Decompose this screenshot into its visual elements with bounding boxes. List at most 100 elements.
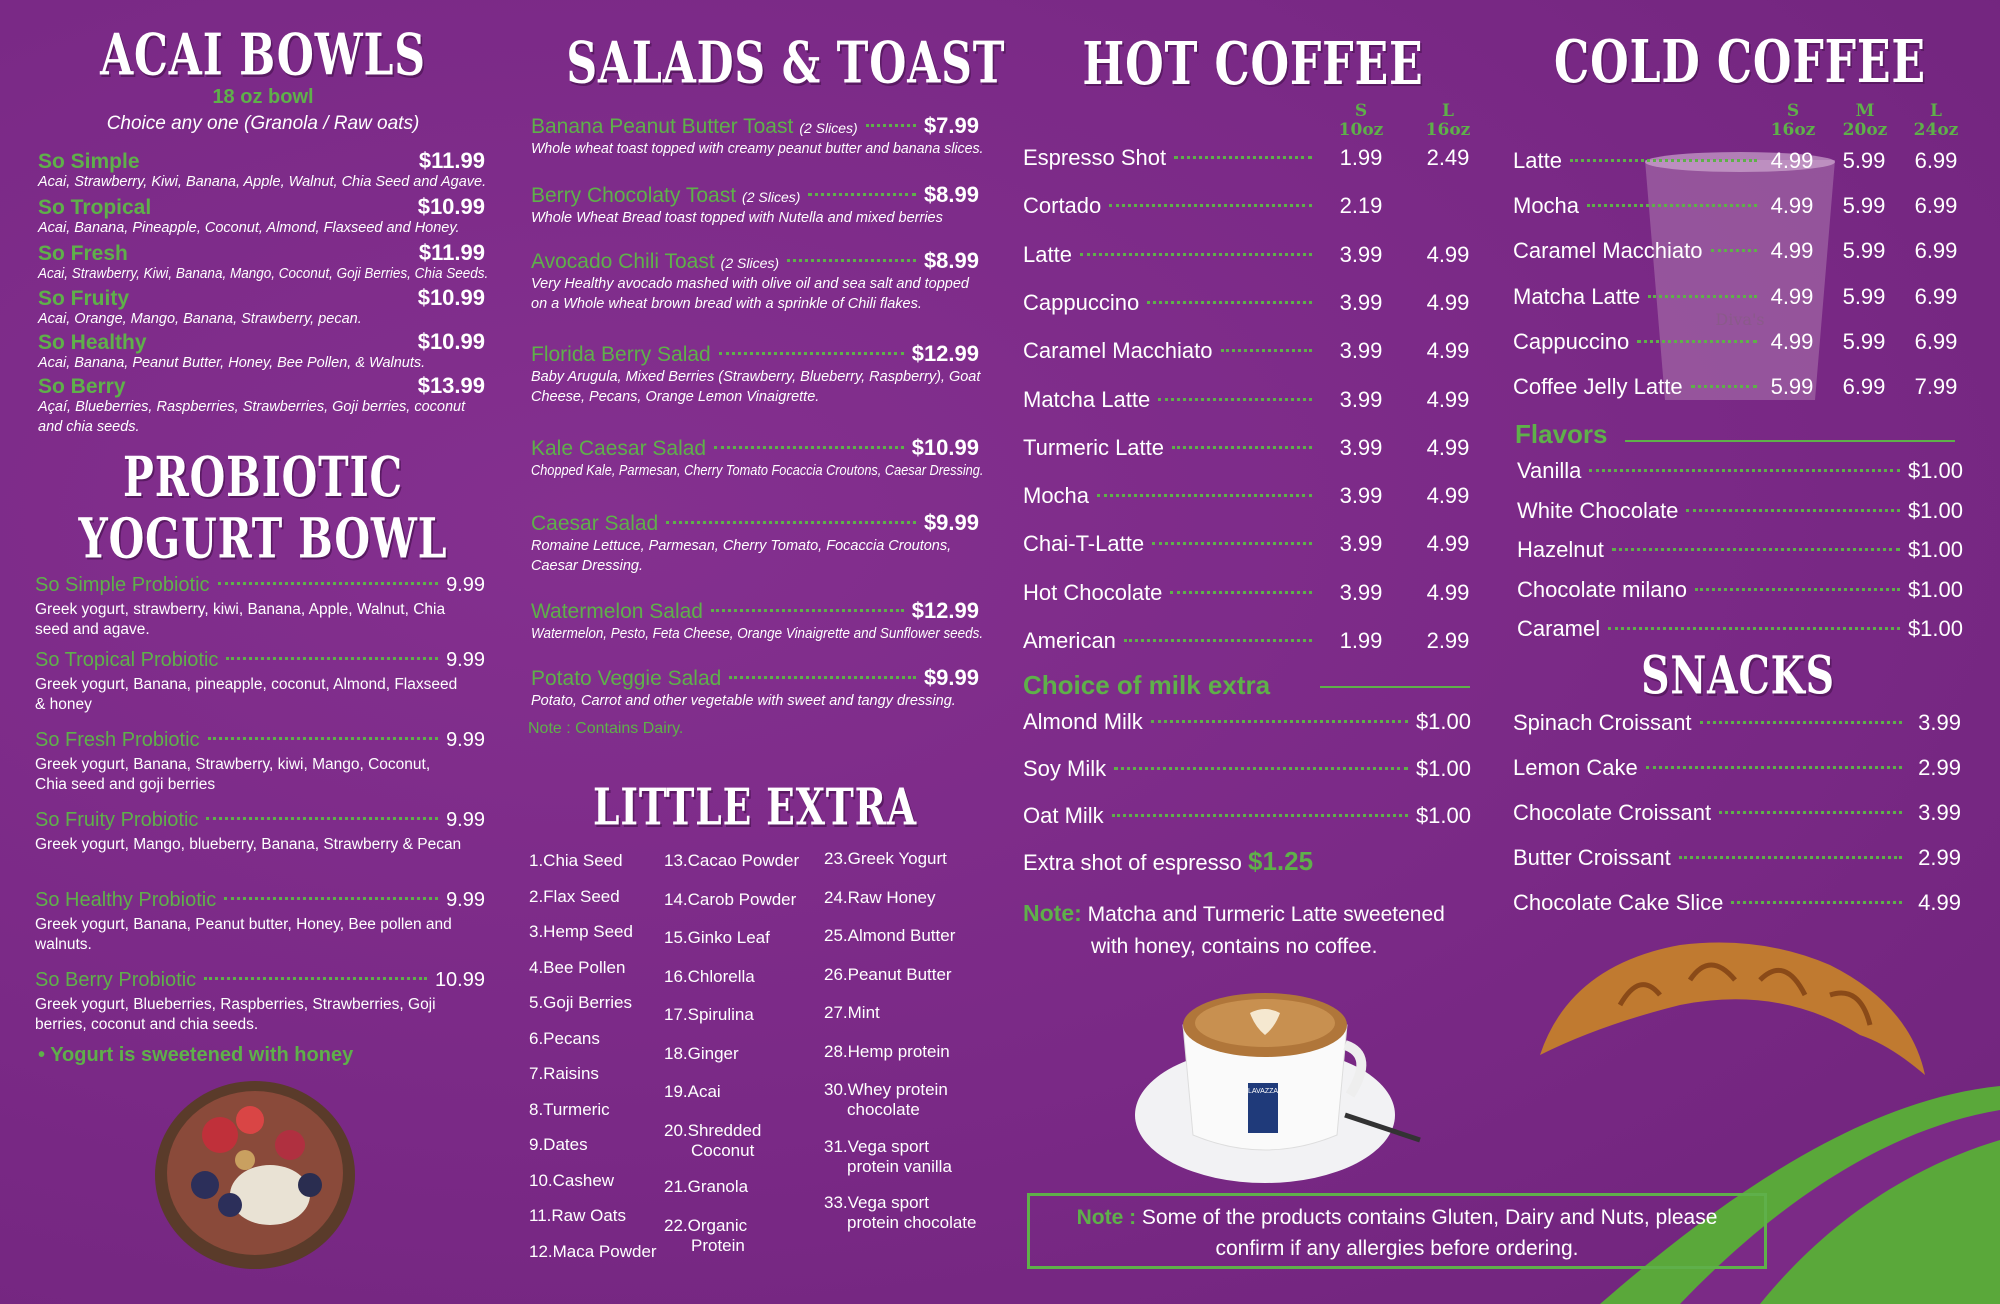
- leader-dots: [1220, 349, 1312, 353]
- leader-dots: [710, 609, 904, 612]
- cold-coffee-item: Latte 4.99 5.99 6.99: [1513, 148, 1969, 174]
- milk-price: $1.00: [1415, 756, 1471, 781]
- cold-coffee-title: COLD COFFEE: [1554, 25, 1926, 97]
- probiotic-item-price: 9.99: [446, 649, 485, 671]
- hot-item-price-small: 3.99: [1339, 579, 1383, 605]
- acai-item: So Berry $13.99: [38, 373, 485, 399]
- leader-dots: [1690, 385, 1757, 388]
- salad-item: Berry Chocolaty Toast (2 Slices) $8.99: [531, 182, 979, 208]
- hot-item-price-small: 1.99: [1339, 145, 1383, 170]
- salad-item-price: $12.99: [911, 598, 979, 623]
- hot-item-name: Hot Chocolate: [1023, 579, 1163, 605]
- leader-dots: [226, 657, 439, 660]
- extra-item: 8.Turmeric: [529, 1099, 610, 1119]
- cold-item-name: Matcha Latte: [1513, 283, 1641, 309]
- hot-coffee-item: Espresso Shot 1.99 2.49: [1023, 145, 1483, 171]
- hot-item-price-small: 1.99: [1339, 628, 1383, 653]
- leader-dots: [1710, 249, 1757, 253]
- flavor-item: Caramel $1.00: [1517, 616, 1963, 642]
- hot-item-name: Espresso Shot: [1023, 145, 1167, 170]
- salad-item-qty: (2 Slices): [742, 189, 801, 205]
- snack-price: 3.99: [1918, 800, 1961, 825]
- probiotic-title-line1: PROBIOTIC: [123, 444, 403, 510]
- allergy-note-line2: confirm if any allergies before ordering…: [1215, 1237, 1579, 1260]
- salad-item: Florida Berry Salad $12.99: [531, 341, 979, 367]
- hot-coffee-item: Cortado 2.19: [1023, 193, 1483, 219]
- acai-subtitle: 18 oz bowl: [212, 86, 314, 108]
- salad-item: Kale Caesar Salad $10.99: [531, 435, 979, 461]
- acai-choice: Choice any one (Granola / Raw oats): [106, 113, 420, 134]
- milk-item: Almond Milk $1.00: [1023, 709, 1471, 735]
- flavor-item: Chocolate milano $1.00: [1517, 577, 1963, 603]
- acai-item-description: Acai, Strawberry, Kiwi, Banana, Mango, C…: [38, 266, 489, 282]
- snack-price: 2.99: [1918, 845, 1961, 870]
- leader-dots: [1079, 252, 1312, 256]
- hot-item-price-large: 4.99: [1426, 434, 1470, 460]
- snack-name: Lemon Cake: [1513, 755, 1638, 780]
- leader-dots: [1731, 901, 1903, 904]
- leader-dots: [808, 193, 916, 196]
- cold-item-name: Mocha: [1513, 193, 1580, 219]
- probiotic-item-description: Greek yogurt, Mango, blueberry, Banana, …: [35, 836, 462, 853]
- acai-item-price: $13.99: [417, 373, 485, 398]
- extra-item: 31.Vega sport protein vanilla: [824, 1137, 952, 1177]
- extra-item: 5.Goji Berries: [529, 993, 632, 1012]
- extras-title: LITTLE EXTRA: [593, 777, 917, 837]
- salad-item-name: Berry Chocolaty Toast: [531, 184, 737, 207]
- cold-item-name: Coffee Jelly Latte: [1513, 374, 1683, 399]
- milk-price: $1.00: [1415, 709, 1471, 734]
- size-oz: 20oz: [1842, 120, 1888, 140]
- leader-dots: [206, 817, 439, 820]
- size-oz: 24oz: [1913, 120, 1959, 140]
- acai-item-description: Açaí, Blueberries, Raspberries, Strawber…: [38, 399, 466, 435]
- leader-dots: [1719, 811, 1903, 814]
- acai-item-price: $10.99: [417, 329, 485, 354]
- extra-item: 2.Flax Seed: [529, 886, 620, 906]
- green-swoosh-decoration: [1600, 1086, 2000, 1304]
- salad-item-description: Baby Arugula, Mixed Berries (Strawberry,…: [531, 369, 981, 405]
- hot-coffee-item: Caramel Macchiato 3.99 4.99: [1023, 338, 1483, 364]
- salad-item-qty: (2 Slices): [799, 120, 858, 136]
- acai-item-name: So Fruity: [38, 287, 130, 310]
- salad-item-name: Avocado Chili Toast: [531, 250, 715, 273]
- flavor-price: $1.00: [1907, 616, 1963, 641]
- hot-coffee-title: HOT COFFEE: [1082, 27, 1424, 99]
- salad-item-price: $9.99: [923, 665, 979, 690]
- leader-dots: [718, 352, 904, 355]
- flavor-item: Vanilla $1.00: [1517, 458, 1963, 484]
- probiotic-item-price: 10.99: [434, 969, 485, 991]
- probiotic-item-name: So Healthy Probiotic: [35, 889, 217, 911]
- hot-item-price-large: 4.99: [1426, 289, 1470, 315]
- hot-item-price-small: 3.99: [1339, 338, 1383, 364]
- hot-coffee-item: Hot Chocolate 3.99 4.99: [1023, 580, 1483, 606]
- acai-item: So Fruity $10.99: [38, 285, 485, 311]
- salad-item-price: $8.99: [923, 182, 979, 207]
- acai-item-name: So Healthy: [38, 331, 147, 354]
- leader-dots: [1587, 204, 1757, 208]
- hot-item-price-small: 3.99: [1339, 241, 1383, 267]
- leader-dots: [1123, 639, 1312, 642]
- acai-item-price: $10.99: [417, 285, 485, 310]
- probiotic-item: So Healthy Probiotic 9.99: [35, 889, 485, 912]
- salad-item-name: Caesar Salad: [531, 512, 659, 535]
- extra-item-line: 30.Whey protein: [824, 1080, 948, 1099]
- size-header: S 10oz: [1326, 102, 1396, 140]
- snack-name: Spinach Croissant: [1513, 710, 1692, 735]
- acai-item-description: Acai, Orange, Mango, Banana, Strawberry,…: [38, 311, 362, 327]
- snacks-title: SNACKS: [1641, 645, 1835, 707]
- salad-item: Potato Veggie Salad $9.99: [531, 665, 979, 691]
- probiotic-item-name: So Fruity Probiotic: [35, 809, 199, 831]
- extra-item: 20.Shredded Coconut: [664, 1121, 761, 1161]
- probiotic-item-name: So Fresh Probiotic: [35, 729, 200, 751]
- flavor-name: Chocolate milano: [1517, 576, 1687, 602]
- leader-dots: [1097, 494, 1312, 498]
- extra-item: 30.Whey protein chocolate: [824, 1080, 948, 1120]
- leader-dots: [1699, 721, 1903, 724]
- leader-dots: [1686, 508, 1900, 512]
- hot-coffee-item: Matcha Latte 3.99 4.99: [1023, 387, 1483, 413]
- size-label: S: [1786, 101, 1800, 121]
- extra-item: 17.Spirulina: [664, 1005, 754, 1024]
- cappuccino-cup-image: LAVAZZA: [1135, 993, 1421, 1183]
- probiotic-item: So Berry Probiotic 10.99: [35, 969, 485, 992]
